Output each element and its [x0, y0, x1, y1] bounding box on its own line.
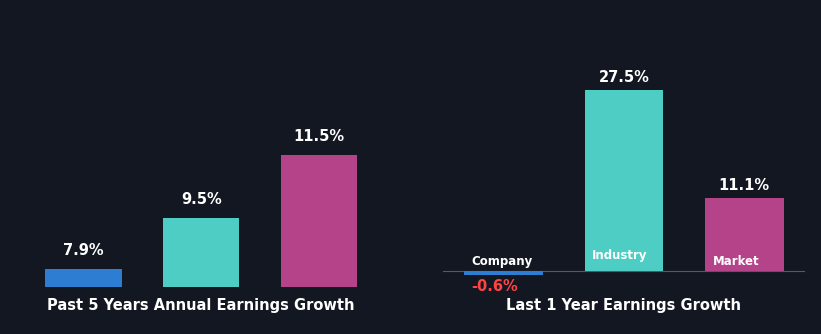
Text: 9.5%: 9.5% — [181, 192, 222, 207]
X-axis label: Past 5 Years Annual Earnings Growth: Past 5 Years Annual Earnings Growth — [48, 298, 355, 313]
Text: Market: Market — [713, 255, 759, 268]
Text: 11.5%: 11.5% — [293, 129, 344, 144]
Bar — [281, 155, 357, 334]
Text: 7.9%: 7.9% — [63, 243, 103, 258]
Text: -0.6%: -0.6% — [471, 279, 518, 294]
Bar — [465, 272, 543, 275]
Text: 27.5%: 27.5% — [599, 70, 649, 85]
Bar — [585, 90, 663, 272]
X-axis label: Last 1 Year Earnings Growth: Last 1 Year Earnings Growth — [507, 298, 741, 313]
Text: 11.1%: 11.1% — [719, 178, 770, 193]
Text: Company: Company — [471, 255, 533, 268]
Bar — [45, 269, 122, 334]
Text: Industry: Industry — [592, 249, 648, 263]
Bar — [705, 198, 783, 272]
Bar — [163, 218, 240, 334]
